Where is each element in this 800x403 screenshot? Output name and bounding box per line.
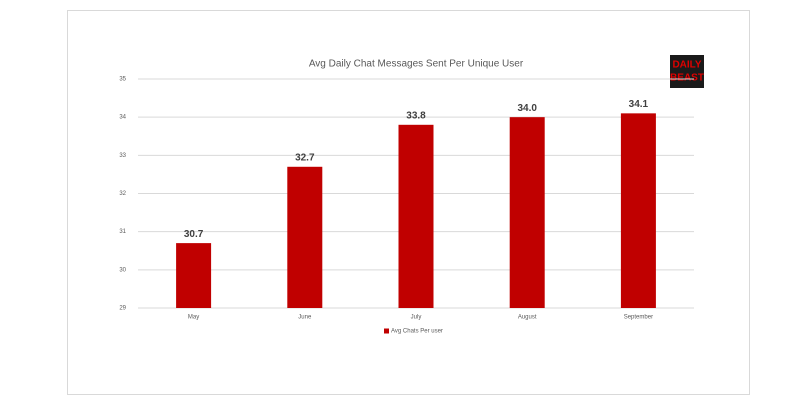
data-label: 34.0 [517,103,537,114]
x-tick-label: August [518,315,537,321]
logo-box [670,55,704,88]
y-tick-label: 29 [119,306,126,312]
data-label: 34.1 [629,99,649,110]
bar [287,166,323,308]
y-tick-label: 30 [119,267,126,273]
bar [176,243,212,308]
bar [398,124,434,308]
x-tick-label: September [624,315,653,321]
y-tick-label: 35 [119,77,126,83]
data-label: 32.7 [295,152,315,163]
y-tick-label: 33 [119,153,126,159]
bar [509,117,545,309]
logo: DAILY BEAST [670,55,704,88]
x-tick-label: June [298,315,312,321]
logo-text: BEAST [670,73,704,84]
legend-label: Avg Chats Per user [391,329,443,335]
x-tick-label: May [188,315,199,321]
y-tick-label: 31 [119,229,126,235]
x-tick-label: July [411,315,422,321]
y-tick-label: 32 [119,191,126,197]
bar [620,113,656,308]
chart-title: Avg Daily Chat Messages Sent Per Unique … [309,59,524,70]
legend-swatch [384,328,389,334]
data-label: 33.8 [406,110,426,121]
logo-text: DAILY [672,60,701,71]
data-label: 30.7 [184,229,204,240]
y-tick-label: 34 [119,115,126,121]
